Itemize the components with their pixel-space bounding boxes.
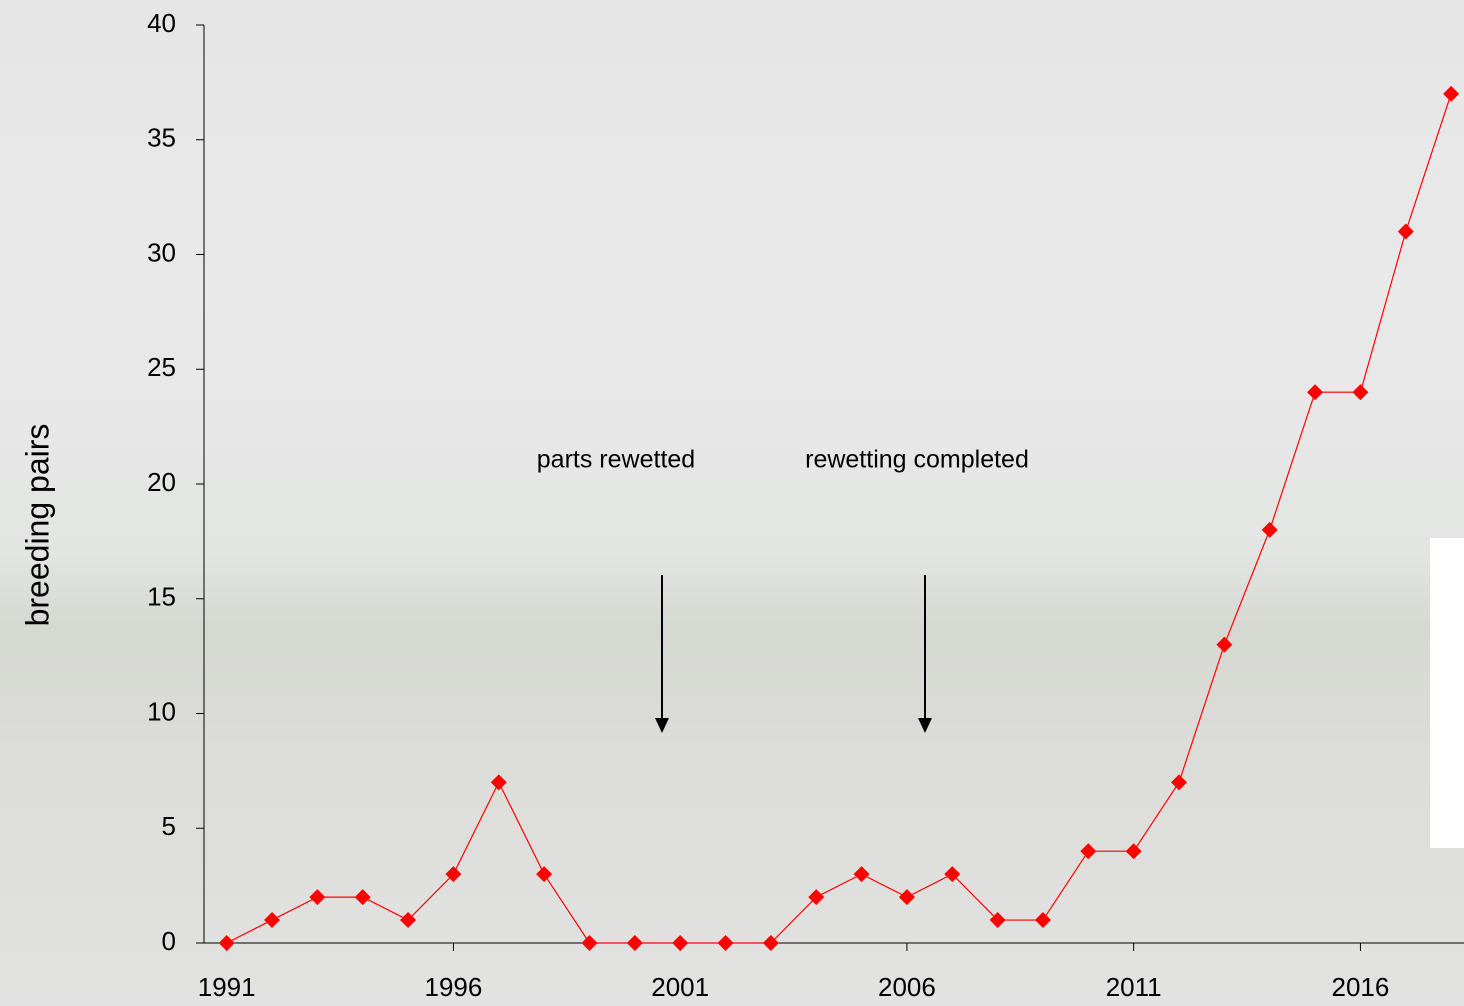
y-tick-label: 25 [147, 352, 176, 382]
chart: breeding pairs parts rewetted rewetting … [0, 0, 1464, 1006]
y-tick-label: 0 [162, 926, 176, 956]
background [0, 0, 1464, 1006]
y-axis-title: breeding pairs [19, 424, 55, 627]
annotation: rewetting completed [805, 446, 1029, 474]
x-tick-label: 2016 [1332, 972, 1390, 1002]
y-tick-label: 30 [147, 237, 176, 267]
y-tick-label: 10 [147, 696, 176, 726]
x-tick-label: 2001 [651, 972, 709, 1002]
y-tick-label: 5 [162, 811, 176, 841]
x-tick-label: 1996 [425, 972, 483, 1002]
inset-box [1430, 538, 1464, 848]
page: breeding pairs parts rewetted rewetting … [0, 0, 1464, 1006]
x-tick-label: 1991 [198, 972, 256, 1002]
y-tick-label: 40 [147, 8, 176, 38]
x-tick-label: 2006 [878, 972, 936, 1002]
annotation: parts rewetted [537, 446, 695, 474]
y-tick-label: 35 [147, 123, 176, 153]
x-tick-label: 2011 [1106, 972, 1162, 1002]
y-tick-label: 20 [147, 467, 176, 497]
y-tick-label: 15 [147, 582, 176, 612]
